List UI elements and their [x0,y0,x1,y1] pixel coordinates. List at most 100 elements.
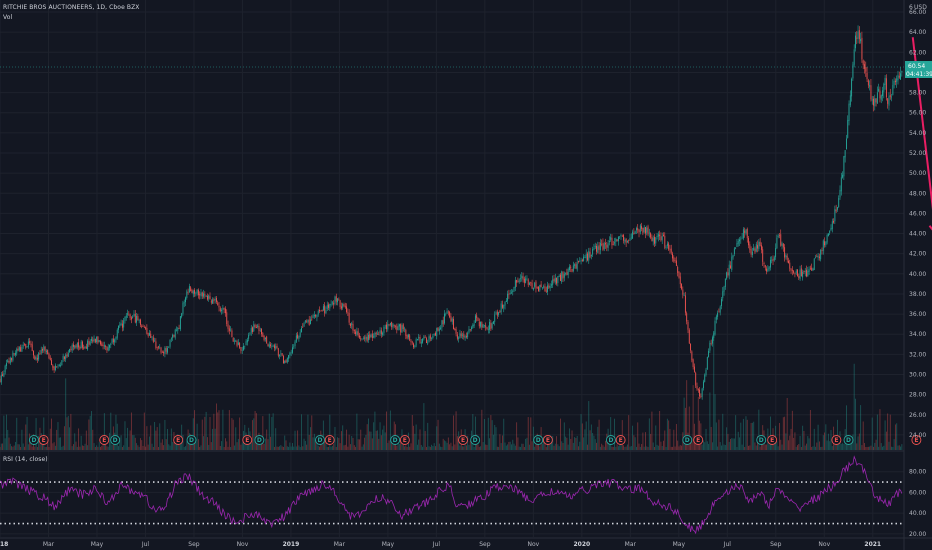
rsi-pane[interactable] [0,455,904,535]
candle-body [339,300,341,307]
earnings-marker[interactable]: E [38,435,49,445]
volume-bar [602,445,604,450]
price-axis[interactable]: 24.00 26.00 28.00 30.00 32.00 34.00 36.00 38.00… [909,9,926,439]
earnings-marker[interactable]: E [615,435,626,445]
volume-bar [231,418,233,450]
candle-body [3,373,5,377]
candle-body [830,227,832,231]
candle-body [282,356,284,364]
candle-body [465,335,467,338]
rsi-axis[interactable]: 20.00 40.00 60.00 80.00 [909,469,926,538]
candle-body [514,280,516,288]
candle-body [486,327,488,330]
candle-body [324,305,326,314]
marker-label: D [759,437,764,444]
volume-bar [252,420,253,450]
candle-body [63,356,65,359]
volume-bar [483,418,485,450]
earnings-marker[interactable]: E [173,435,184,445]
dividend-marker[interactable]: D [110,435,121,445]
candle-body [118,325,119,330]
candle-body [328,304,329,308]
volume-bar [849,443,851,450]
candle-body [4,365,6,373]
candle-body [288,355,290,359]
candle-body [545,290,547,292]
candle-body [538,286,539,292]
volume-bar [271,417,273,450]
earnings-marker[interactable]: E [693,435,704,445]
dividend-marker[interactable]: D [186,435,197,445]
candle-body [645,227,646,234]
candle-body [319,309,320,312]
volume-bar [730,438,731,450]
earnings-marker[interactable]: E [324,435,335,445]
dividend-marker[interactable]: D [756,435,767,445]
candle-body [606,244,608,248]
dividend-marker[interactable]: D [470,435,481,445]
volume-bar [612,446,614,450]
candle-body [48,353,50,359]
dividend-marker[interactable]: D [254,435,265,445]
dividend-marker[interactable]: D [533,435,544,445]
volume-bar [764,444,766,450]
candle-body [855,35,856,49]
earnings-marker[interactable]: E [911,435,922,445]
volume-bar [276,446,278,450]
earnings-marker[interactable]: E [458,435,468,445]
candle-body [100,341,101,345]
dividend-marker[interactable]: D [390,435,401,445]
volume-bar [7,429,9,450]
candle-body [111,339,113,344]
candle-body [106,346,108,351]
candle-body [246,339,248,343]
volume-bar [706,441,708,450]
candle-body [780,234,782,246]
earnings-marker[interactable]: E [831,435,842,445]
time-axis[interactable]: 2018 Mar May Jul Sep Nov 2019 Mar May Jul Sep Nov 20… [0,541,881,548]
earnings-marker[interactable]: E [767,435,778,445]
dividend-marker[interactable]: D [315,435,325,445]
candle-body [409,335,411,341]
candle-body [741,237,743,239]
earnings-marker[interactable]: E [542,435,553,445]
volume-bar [702,440,704,450]
volume-bar [102,440,104,450]
volume-bar [753,421,755,450]
candle-body [351,323,353,325]
candle-body [230,329,232,331]
candle-body [103,345,105,347]
dividend-marker[interactable]: D [605,435,616,445]
dividend-marker[interactable]: D [682,435,693,445]
volume-bar [683,397,685,450]
candle-body [158,346,159,348]
candle-body [85,346,87,349]
candle-body [875,98,877,103]
marker-label: E [619,437,623,444]
volume-bar [504,442,506,450]
volume-bar [817,424,819,450]
volume-bar [544,442,546,450]
candle-body [674,260,676,261]
volume-bar [118,446,119,450]
marker-label: E [546,437,550,444]
candle-body [66,354,68,357]
volume-bar [572,442,574,450]
dividend-marker[interactable]: D [28,435,39,445]
volume-bar [812,446,814,450]
volume-bar [437,419,439,450]
candle-body [365,336,367,340]
marker-label: D [473,437,478,444]
volume-bar [419,429,421,450]
candlestick-series[interactable] [0,25,903,400]
earnings-marker[interactable]: E [99,435,110,445]
candle-body [308,319,310,326]
earnings-marker[interactable]: E [399,435,410,445]
earnings-marker[interactable]: E [242,435,253,445]
candle-body [40,349,42,354]
candle-body [301,327,302,333]
dividend-marker[interactable]: D [843,435,854,445]
volume-bar [669,428,671,450]
